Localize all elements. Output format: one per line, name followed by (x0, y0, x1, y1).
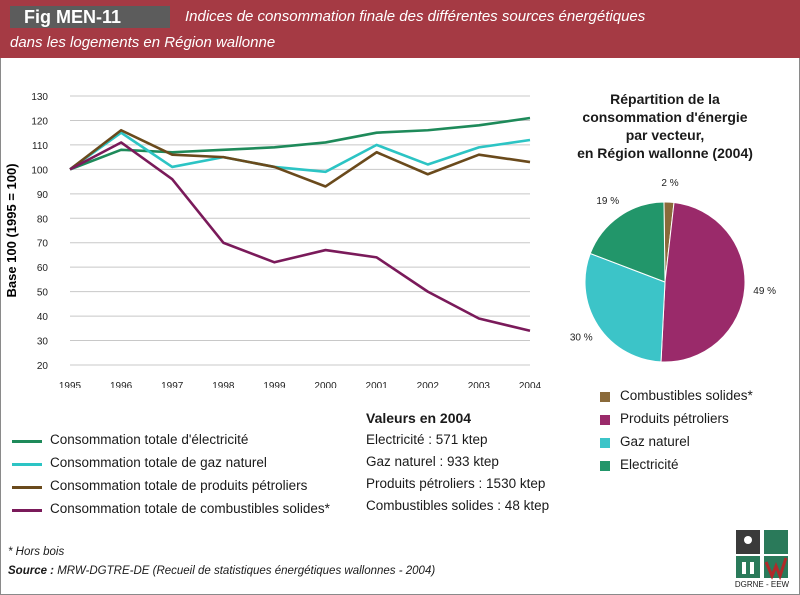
source-label: Source : (8, 565, 55, 577)
pie-title-line: en Région wallonne (2004) (577, 145, 753, 161)
y-tick-label: 70 (37, 239, 49, 250)
dgrne-logo: DGRNE - EEW (734, 528, 790, 590)
logo-mark (736, 530, 788, 581)
x-tick-label: 2000 (314, 381, 337, 388)
value-row-solides: Combustibles solides : 48 ktep (366, 498, 550, 513)
x-tick-label: 2001 (366, 381, 389, 388)
y-tick-label: 20 (37, 361, 49, 372)
pie-legend-swatch (600, 461, 610, 471)
y-tick-label: 120 (31, 116, 48, 127)
figure-label: Fig MEN-11 (10, 6, 170, 28)
x-tick-label: 1997 (161, 381, 184, 388)
figure-title-line2: dans les logements en Région wallonne (10, 34, 276, 51)
pie-slice-label: 49 % (753, 286, 776, 297)
x-tick-label: 1995 (59, 381, 82, 388)
pie-slice (584, 252, 666, 363)
legend-label: Consommation totale de produits pétrolie… (50, 478, 308, 493)
pie-chart: 2 % 49 % 30 % 19 % (570, 178, 776, 363)
values-title: Valeurs en 2004 (366, 410, 472, 426)
series-line (69, 131, 531, 174)
y-tick-label: 90 (37, 190, 49, 201)
pie-slice-label: 30 % (570, 333, 593, 344)
pie-legend-swatch (600, 438, 610, 448)
chart-series (69, 116, 531, 333)
pie-title-line: Répartition de la (610, 91, 720, 107)
x-tick-labels: 1995 1996 1997 1998 1999 2000 2001 2002 2003 2004 (59, 381, 542, 388)
pie-slice (660, 201, 746, 363)
source-note: Source : MRW-DGTRE-DE (Recueil de statis… (8, 565, 435, 577)
y-tick-label: 100 (31, 165, 48, 176)
y-tick-label: 110 (32, 141, 48, 152)
series-line (69, 128, 531, 188)
pie-slice (589, 201, 666, 283)
x-tick-label: 2004 (519, 381, 542, 388)
y-tick-label: 50 (37, 288, 49, 299)
legend-swatch (12, 509, 42, 512)
x-tick-label: 1999 (263, 381, 286, 388)
pie-slice-label: 2 % (661, 178, 678, 189)
figure-header: Fig MEN-11 Indices de consommation final… (0, 0, 800, 58)
pie-legend-swatch (600, 415, 610, 425)
y-tick-label: 80 (37, 214, 49, 225)
value-row-electricite: Electricité : 571 ktep (366, 432, 488, 447)
legend-label: Consommation totale de combustibles soli… (50, 501, 330, 516)
y-tick-label: 130 (31, 92, 48, 103)
pie-title: Répartition de la consommation d'énergie… (555, 90, 775, 162)
pie-legend-label: Combustibles solides* (620, 388, 753, 403)
pie-legend-swatch (600, 392, 610, 402)
legend-swatch (12, 486, 42, 489)
pie-title-line: par vecteur, (625, 127, 705, 143)
y-tick-label: 30 (37, 337, 49, 348)
y-tick-labels: 20 30 40 50 60 70 80 90 100 110 120 130 (31, 92, 48, 372)
chart-gridlines (70, 95, 530, 366)
logo-caption: DGRNE - EEW (734, 580, 790, 589)
pie-title-line: consommation d'énergie (582, 109, 748, 125)
x-tick-label: 1998 (212, 381, 235, 388)
legend-swatch (12, 463, 42, 466)
source-text: MRW-DGTRE-DE (Recueil de statistiques én… (54, 565, 436, 577)
legend-label: Consommation totale de gaz naturel (50, 455, 267, 470)
pie-slice-label: 19 % (596, 196, 619, 207)
x-tick-label: 2002 (417, 381, 440, 388)
value-row-petrole: Produits pétroliers : 1530 ktep (366, 476, 546, 491)
y-axis-label: Base 100 (1995 = 100) (4, 163, 19, 297)
footnote: * Hors bois (8, 546, 65, 558)
pie-legend-label: Gaz naturel (620, 434, 690, 449)
x-tick-label: 2003 (468, 381, 491, 388)
y-tick-label: 40 (37, 312, 49, 323)
legend-swatch (12, 440, 42, 443)
value-row-gaz: Gaz naturel : 933 ktep (366, 454, 499, 469)
pie-legend-label: Produits pétroliers (620, 411, 729, 426)
legend-label: Consommation totale d'électricité (50, 432, 249, 447)
series-line (69, 141, 531, 333)
figure-title-line1: Indices de consommation finale des diffé… (185, 8, 646, 25)
values-2004: Valeurs en 2004 Electricité : 571 ktep G… (366, 410, 549, 520)
pie-legend-label: Electricité (620, 457, 679, 472)
x-tick-label: 1996 (110, 381, 133, 388)
y-tick-label: 60 (37, 263, 49, 274)
